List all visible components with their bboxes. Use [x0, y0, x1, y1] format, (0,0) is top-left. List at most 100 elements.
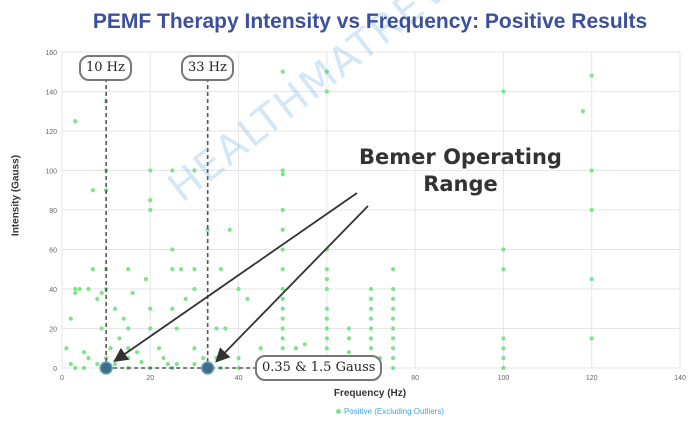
data-point: [165, 361, 171, 367]
data-point: [126, 267, 131, 272]
data-point: [174, 361, 179, 367]
data-point: [589, 336, 594, 341]
data-point: [179, 267, 184, 272]
y-tick-label: 140: [45, 90, 57, 97]
data-point: [390, 267, 396, 272]
data-point: [280, 286, 285, 292]
data-point: [218, 267, 224, 272]
y-axis-label: Intensity (Gauss): [10, 154, 22, 237]
data-point: [280, 247, 285, 252]
data-point: [148, 207, 153, 213]
data-point: [121, 316, 126, 321]
data-point: [324, 89, 329, 94]
data-point: [501, 365, 506, 371]
data-point: [112, 361, 118, 367]
y-tick-label: 20: [49, 327, 57, 334]
data-point: [390, 326, 396, 331]
y-tick-label: 60: [49, 248, 57, 255]
data-point: [223, 326, 228, 331]
data-point: [68, 316, 73, 321]
y-tick-label: 160: [45, 50, 57, 57]
data-point: [390, 316, 396, 321]
data-point: [390, 286, 396, 292]
data-point: [589, 277, 594, 282]
data-point: [280, 267, 285, 272]
data-point: [346, 326, 352, 331]
data-point: [77, 286, 82, 292]
data-point: [280, 296, 285, 301]
data-point: [192, 267, 197, 272]
data-point: [324, 346, 329, 351]
data-point: [280, 326, 285, 331]
data-point: [201, 356, 206, 361]
data-point: [170, 306, 175, 311]
data-point: [368, 316, 374, 321]
data-point: [227, 227, 232, 232]
data-point: [86, 356, 91, 361]
data-point: [501, 267, 506, 272]
data-point: [368, 326, 374, 331]
data-point: [368, 346, 374, 351]
y-tick-label: 100: [45, 169, 57, 176]
bemer-annotation: Bemer Operating Range: [359, 145, 562, 196]
data-point: [192, 361, 197, 367]
data-point: [324, 326, 329, 331]
data-point: [280, 336, 285, 341]
data-point: [236, 286, 241, 292]
data-point: [368, 336, 374, 341]
data-point: [501, 89, 506, 94]
data-point: [81, 350, 87, 355]
data-point: [117, 336, 122, 341]
data-point: [112, 306, 118, 311]
data-point: [99, 290, 104, 296]
operating-point: [99, 361, 113, 375]
data-point: [280, 306, 285, 311]
data-point: [130, 290, 135, 296]
range-label: 0.35 & 1.5 Gauss: [255, 355, 383, 381]
data-point: [236, 356, 241, 361]
annotation-arrow: [113, 192, 358, 363]
data-point: [368, 286, 374, 292]
x-tick-label: 20: [146, 375, 154, 382]
x-tick-label: 0: [60, 375, 64, 382]
data-point: [192, 168, 197, 173]
data-point: [170, 168, 175, 173]
data-point: [324, 267, 329, 272]
data-point: [148, 168, 153, 173]
data-point: [205, 227, 210, 232]
data-point: [157, 346, 162, 351]
data-point: [501, 356, 506, 361]
data-point: [86, 286, 91, 292]
annotation-arrow: [215, 205, 369, 363]
data-point: [126, 326, 131, 331]
y-tick-label: 120: [45, 129, 57, 136]
data-point: [324, 69, 329, 74]
data-point: [390, 336, 396, 341]
legend-label: Positive (Excluding Outliers): [343, 407, 445, 416]
data-point: [501, 346, 506, 351]
data-point: [170, 247, 175, 252]
data-point: [280, 346, 285, 351]
data-point: [143, 277, 148, 282]
data-point: [580, 109, 585, 114]
legend: Positive (Excluding Outliers): [290, 407, 490, 416]
data-point: [148, 326, 153, 331]
x-tick-label: 40: [235, 375, 243, 382]
data-point: [501, 336, 506, 341]
data-point: [324, 316, 329, 321]
guide-label-33hz: 33 Hz: [181, 55, 234, 81]
data-point: [302, 342, 307, 347]
data-point: [95, 361, 100, 367]
data-point: [280, 168, 285, 173]
data-point: [214, 326, 219, 331]
data-point: [589, 168, 594, 173]
data-point: [280, 316, 285, 321]
x-tick-label: 120: [586, 375, 598, 382]
data-point: [368, 306, 374, 311]
data-point: [236, 365, 241, 371]
data-point: [90, 267, 95, 272]
guide-label-10hz: 10 Hz: [79, 55, 132, 81]
data-point: [73, 365, 78, 371]
data-point: [148, 198, 153, 203]
